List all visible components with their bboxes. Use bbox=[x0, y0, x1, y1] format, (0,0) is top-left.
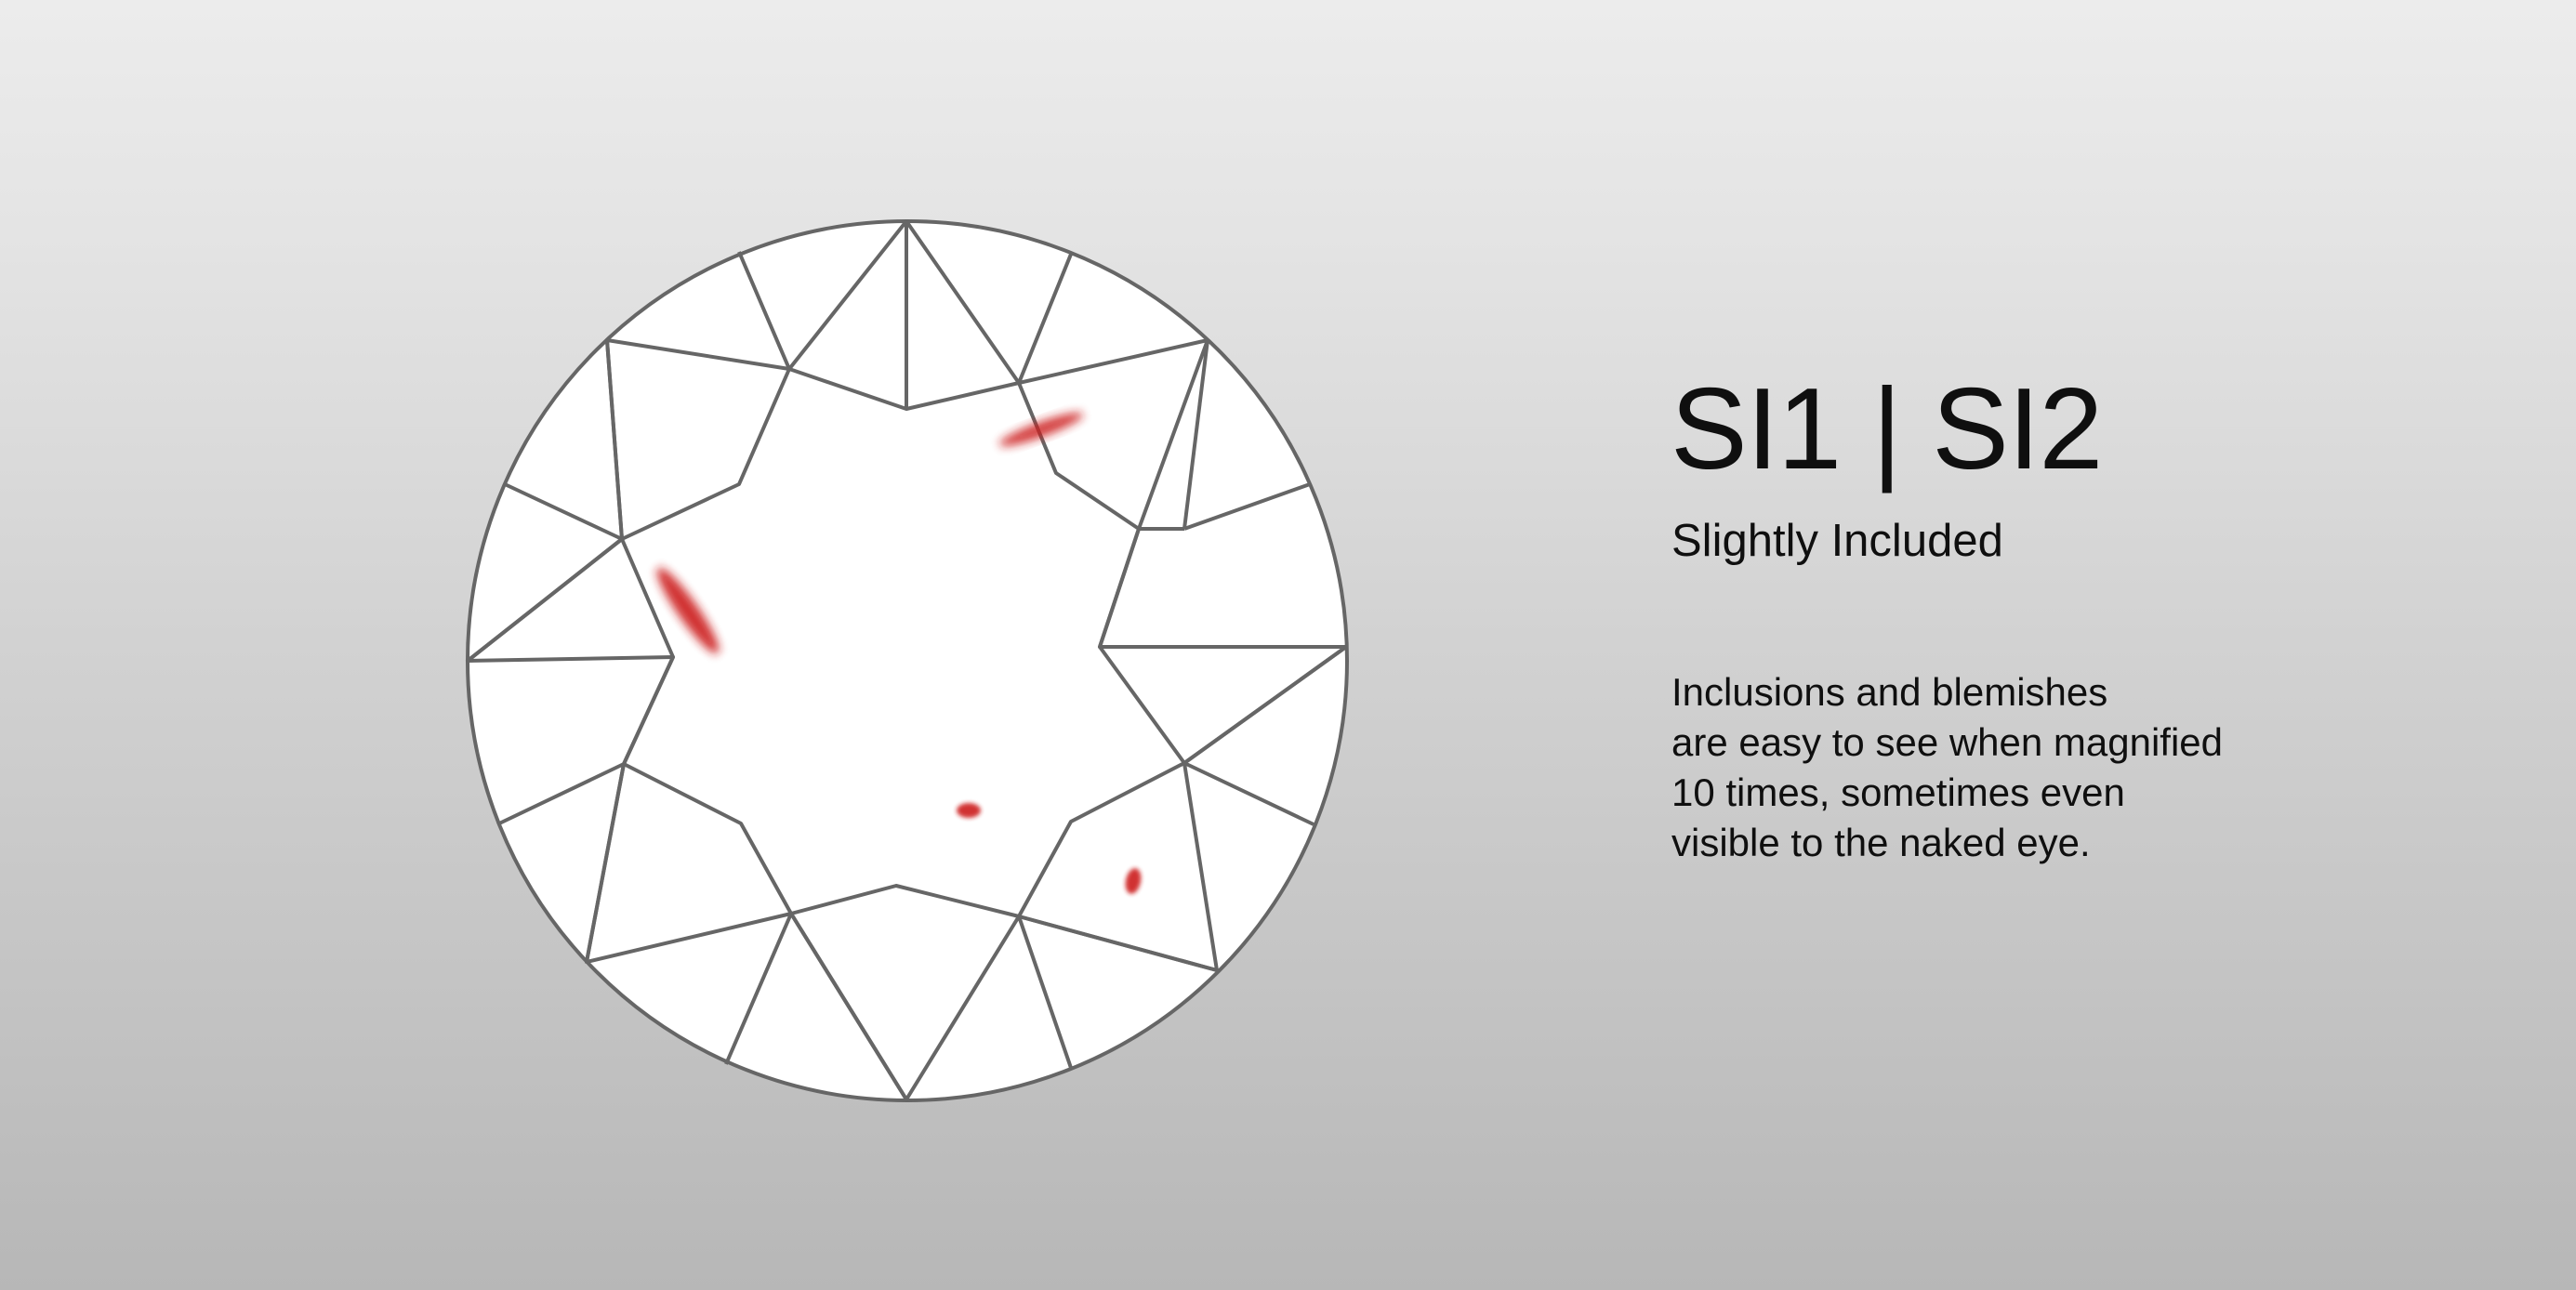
description-line: Inclusions and blemishes bbox=[1671, 670, 2108, 714]
description-line: 10 times, sometimes even bbox=[1671, 770, 2125, 814]
inclusion-marks bbox=[656, 412, 1142, 894]
description-line: visible to the naked eye. bbox=[1671, 821, 2091, 864]
grade-subtitle: Slightly Included bbox=[1671, 516, 2003, 566]
grade-description: Inclusions and blemishes are easy to see… bbox=[1671, 667, 2434, 868]
grade-title: SI1 | SI2 bbox=[1671, 365, 2103, 494]
description-line: are easy to see when magnified bbox=[1671, 720, 2224, 764]
inclusion-mark bbox=[957, 803, 981, 818]
inclusion-mark bbox=[998, 412, 1084, 447]
inclusion-mark bbox=[1125, 868, 1142, 894]
diamond-table bbox=[620, 367, 1186, 918]
inclusion-mark bbox=[656, 567, 720, 654]
diamond-facet-lines bbox=[466, 219, 1348, 1101]
